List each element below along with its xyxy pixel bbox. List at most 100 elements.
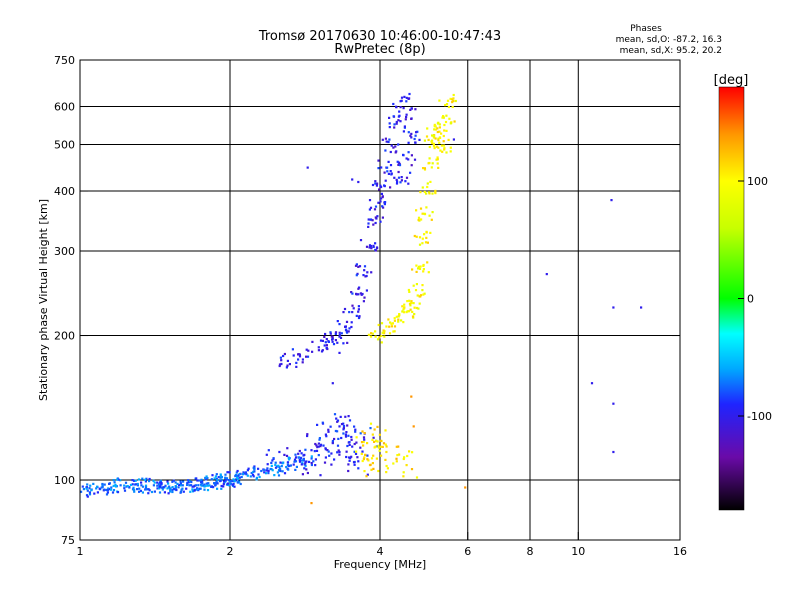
echo-point	[311, 340, 314, 343]
echo-point	[96, 491, 99, 494]
echo-point	[380, 334, 383, 337]
echo-point	[334, 339, 337, 342]
echo-point	[308, 460, 311, 463]
echo-point	[178, 483, 181, 486]
echo-point	[397, 318, 400, 321]
echo-point	[399, 181, 402, 184]
echo-point	[207, 482, 210, 485]
echo-point	[138, 490, 141, 493]
echo-point	[219, 474, 222, 477]
echo-point	[92, 482, 95, 485]
echo-point	[220, 484, 223, 488]
echo-point	[394, 145, 397, 148]
echo-point	[251, 473, 255, 476]
echo-point	[399, 100, 402, 103]
echo-point	[442, 134, 445, 138]
echo-point	[412, 302, 415, 305]
echo-point	[85, 494, 89, 497]
echo-point	[329, 332, 332, 335]
echo-point	[430, 218, 433, 221]
echo-point	[158, 487, 161, 490]
echo-point	[369, 422, 373, 425]
echo-point	[383, 332, 386, 335]
echo-point	[242, 473, 245, 476]
echo-point	[323, 461, 327, 464]
echo-point	[379, 445, 383, 448]
echo-point	[406, 300, 409, 303]
echo-point	[406, 454, 409, 458]
x-tick-label: 6	[464, 545, 471, 558]
echo-point	[216, 482, 219, 485]
echo-point	[282, 354, 285, 358]
echo-point	[355, 436, 358, 439]
echo-point	[379, 439, 382, 442]
echo-point	[388, 116, 391, 119]
echo-point	[329, 331, 332, 334]
echo-point	[334, 331, 338, 334]
echo-point	[357, 180, 360, 184]
echo-point	[432, 142, 435, 146]
echo-point	[277, 464, 280, 467]
echo-point	[387, 160, 390, 163]
echo-point	[383, 203, 386, 206]
echo-point	[410, 107, 413, 110]
echo-point	[377, 201, 380, 204]
echo-point	[447, 138, 450, 141]
echo-point	[313, 450, 316, 453]
echo-point	[169, 488, 172, 491]
echo-point	[200, 484, 203, 487]
echo-point	[415, 306, 418, 310]
echo-point	[300, 452, 303, 455]
echo-point	[188, 484, 191, 487]
echo-point	[612, 306, 615, 309]
echo-point	[380, 322, 384, 325]
echo-point	[134, 483, 137, 486]
echo-point	[123, 487, 126, 490]
echo-point	[169, 487, 172, 490]
echo-point	[166, 480, 169, 483]
echo-point	[417, 216, 421, 219]
echo-point	[355, 450, 358, 453]
echo-point	[249, 475, 252, 478]
echo-point	[274, 466, 278, 469]
echo-point	[366, 473, 369, 476]
echo-point	[373, 208, 377, 211]
y-tick-label: 100	[54, 474, 75, 487]
echo-point	[204, 484, 207, 488]
echo-point	[236, 478, 240, 481]
echo-point	[152, 484, 155, 487]
echo-point	[436, 156, 439, 159]
echo-point	[224, 476, 227, 479]
echo-point	[336, 320, 339, 323]
echo-point	[366, 458, 369, 461]
echo-point	[88, 487, 91, 490]
y-axis-label: Stationary phase Virtual Height [km]	[37, 199, 50, 401]
echo-point	[445, 129, 448, 132]
echo-point	[281, 462, 284, 465]
echo-point	[266, 467, 269, 470]
echo-point	[449, 146, 452, 149]
echo-point	[434, 192, 437, 195]
echo-point	[363, 296, 366, 299]
echo-point	[203, 488, 206, 491]
echo-point	[421, 212, 424, 215]
echo-point	[397, 320, 400, 323]
echo-point	[366, 454, 369, 457]
echo-point	[159, 479, 162, 482]
echo-point	[431, 141, 434, 145]
echo-point	[224, 480, 227, 483]
colorbar-tick-label: 0	[747, 293, 754, 306]
echo-point	[294, 456, 298, 459]
echo-point	[427, 162, 430, 165]
echo-point	[386, 467, 389, 470]
echo-point	[260, 469, 263, 473]
echo-point	[307, 349, 310, 352]
echo-point	[377, 323, 380, 327]
echo-point	[376, 425, 379, 428]
echo-point	[393, 317, 396, 320]
echo-point	[236, 481, 240, 484]
echo-point	[298, 355, 302, 358]
echo-point	[252, 475, 255, 478]
echo-point	[383, 335, 386, 338]
echo-point	[103, 483, 106, 486]
